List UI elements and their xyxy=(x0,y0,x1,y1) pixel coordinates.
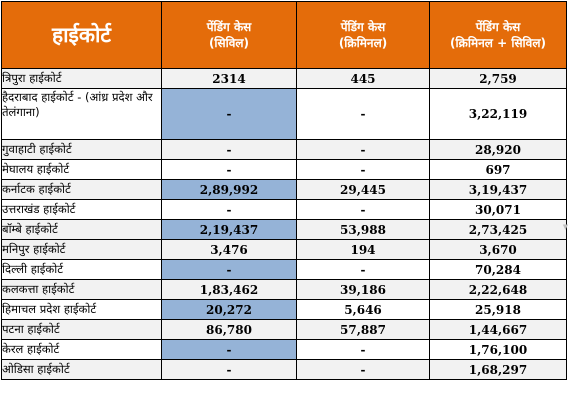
criminal-cell[interactable]: 57,887 xyxy=(296,319,430,340)
court-name-cell[interactable]: बॉम्बे हाईकोर्ट xyxy=(1,219,162,240)
civil-cell[interactable]: 86,780 xyxy=(161,319,297,340)
total-cell[interactable]: 697 xyxy=(429,159,567,180)
court-name-cell[interactable]: गुवाहाटी हाईकोर्ट xyxy=(1,139,162,160)
header-total: पेंडिंग केस (क्रिमिनल + सिविल) xyxy=(429,1,567,69)
civil-cell[interactable]: - xyxy=(161,259,297,280)
court-name-cell[interactable]: केरल हाईकोर्ट xyxy=(1,339,162,360)
civil-cell[interactable]: - xyxy=(161,339,297,360)
filter-dropdown-icon[interactable]: ▼ xyxy=(562,223,569,231)
criminal-cell[interactable]: 5,646 xyxy=(296,299,430,320)
civil-cell[interactable]: - xyxy=(161,139,297,160)
total-cell[interactable]: 1,76,100 xyxy=(429,339,567,360)
criminal-cell[interactable]: 194 xyxy=(296,239,430,260)
table-row: त्रिपुरा हाईकोर्ट 2314 445 2,759 xyxy=(1,68,567,89)
total-cell[interactable]: 2,759 xyxy=(429,68,567,89)
total-cell[interactable]: 1,44,667 xyxy=(429,319,567,340)
header-row: हाईकोर्ट पेंडिंग केस (सिविल) पेंडिंग केस… xyxy=(1,1,567,69)
court-name-cell[interactable]: पटना हाईकोर्ट xyxy=(1,319,162,340)
table-row: दिल्ली हाईकोर्ट - - 70,284 xyxy=(1,259,567,280)
table-row: मेघालय हाईकोर्ट - - 697 xyxy=(1,159,567,180)
criminal-cell[interactable]: - xyxy=(296,359,430,380)
criminal-cell[interactable]: - xyxy=(296,339,430,360)
court-name-cell[interactable]: कलकत्ता हाईकोर्ट xyxy=(1,279,162,300)
civil-cell[interactable]: 2314 xyxy=(161,68,297,89)
criminal-cell[interactable]: 29,445 xyxy=(296,179,430,200)
court-name-cell[interactable]: ओडिसा हाईकोर्ट xyxy=(1,359,162,380)
criminal-cell[interactable]: - xyxy=(296,259,430,280)
civil-cell[interactable]: - xyxy=(161,199,297,220)
total-cell[interactable]: 30,071 xyxy=(429,199,567,220)
court-name-cell[interactable]: हिमाचल प्रदेश हाईकोर्ट xyxy=(1,299,162,320)
criminal-cell[interactable]: - xyxy=(296,88,430,140)
table-row: कलकत्ता हाईकोर्ट 1,83,462 39,186 2,22,64… xyxy=(1,279,567,300)
civil-cell[interactable]: 20,272 xyxy=(161,299,297,320)
criminal-cell[interactable]: - xyxy=(296,139,430,160)
total-cell[interactable]: 2,22,648 xyxy=(429,279,567,300)
table-row: बॉम्बे हाईकोर्ट 2,19,437 53,988 2,73,425 xyxy=(1,219,567,240)
court-name-cell[interactable]: मेघालय हाईकोर्ट xyxy=(1,159,162,180)
criminal-cell[interactable]: - xyxy=(296,199,430,220)
total-cell[interactable]: 3,670 xyxy=(429,239,567,260)
court-name-cell[interactable]: कर्नाटक हाईकोर्ट xyxy=(1,179,162,200)
table-row: ओडिसा हाईकोर्ट - - 1,68,297 xyxy=(1,359,567,380)
header-total-line2: (क्रिमिनल + सिविल) xyxy=(450,36,546,50)
total-cell[interactable]: 25,918 xyxy=(429,299,567,320)
table-row: मनिपुर हाईकोर्ट 3,476 194 3,670 xyxy=(1,239,567,260)
criminal-cell[interactable]: 53,988 xyxy=(296,219,430,240)
civil-cell[interactable]: - xyxy=(161,159,297,180)
court-name-cell[interactable]: दिल्ली हाईकोर्ट xyxy=(1,259,162,280)
table-row: उत्तराखंड हाईकोर्ट - - 30,071 xyxy=(1,199,567,220)
civil-cell[interactable]: - xyxy=(161,359,297,380)
total-cell[interactable]: 70,284 xyxy=(429,259,567,280)
total-cell[interactable]: 1,68,297 xyxy=(429,359,567,380)
criminal-cell[interactable]: - xyxy=(296,159,430,180)
header-civil-line2: (सिविल) xyxy=(208,36,250,50)
total-cell[interactable]: 28,920 xyxy=(429,139,567,160)
criminal-cell[interactable]: 39,186 xyxy=(296,279,430,300)
civil-cell[interactable]: 3,476 xyxy=(161,239,297,260)
table-row: हैदराबाद हाईकोर्ट - (आंध्र प्रदेश और तेल… xyxy=(1,88,567,140)
table-row: पटना हाईकोर्ट 86,780 57,887 1,44,667 xyxy=(1,319,567,340)
civil-cell[interactable]: 1,83,462 xyxy=(161,279,297,300)
header-total-line1: पेंडिंग केस xyxy=(475,20,521,34)
court-name-cell[interactable]: हैदराबाद हाईकोर्ट - (आंध्र प्रदेश और तेल… xyxy=(1,88,162,140)
table-row: केरल हाईकोर्ट - - 1,76,100 xyxy=(1,339,567,360)
pending-cases-table: हाईकोर्ट पेंडिंग केस (सिविल) पेंडिंग केस… xyxy=(1,1,567,380)
header-civil-line1: पेंडिंग केस xyxy=(206,20,252,34)
total-cell[interactable]: 3,19,437 xyxy=(429,179,567,200)
header-court: हाईकोर्ट xyxy=(1,1,162,69)
table-row: गुवाहाटी हाईकोर्ट - - 28,920 xyxy=(1,139,567,160)
header-criminal-line1: पेंडिंग केस xyxy=(340,20,386,34)
table-row: कर्नाटक हाईकोर्ट 2,89,992 29,445 3,19,43… xyxy=(1,179,567,200)
civil-cell[interactable]: - xyxy=(161,88,297,140)
total-cell[interactable]: 2,73,425 xyxy=(429,219,567,240)
court-name-cell[interactable]: उत्तराखंड हाईकोर्ट xyxy=(1,199,162,220)
total-cell[interactable]: 3,22,119 xyxy=(429,88,567,140)
header-criminal: पेंडिंग केस (क्रिमिनल) xyxy=(296,1,430,69)
court-name-cell[interactable]: त्रिपुरा हाईकोर्ट xyxy=(1,68,162,89)
criminal-cell[interactable]: 445 xyxy=(296,68,430,89)
table-row: हिमाचल प्रदेश हाईकोर्ट 20,272 5,646 25,9… xyxy=(1,299,567,320)
header-civil: पेंडिंग केस (सिविल) xyxy=(161,1,297,69)
court-name-cell[interactable]: मनिपुर हाईकोर्ट xyxy=(1,239,162,260)
civil-cell[interactable]: 2,19,437 xyxy=(161,219,297,240)
header-criminal-line2: (क्रिमिनल) xyxy=(338,36,388,50)
civil-cell[interactable]: 2,89,992 xyxy=(161,179,297,200)
